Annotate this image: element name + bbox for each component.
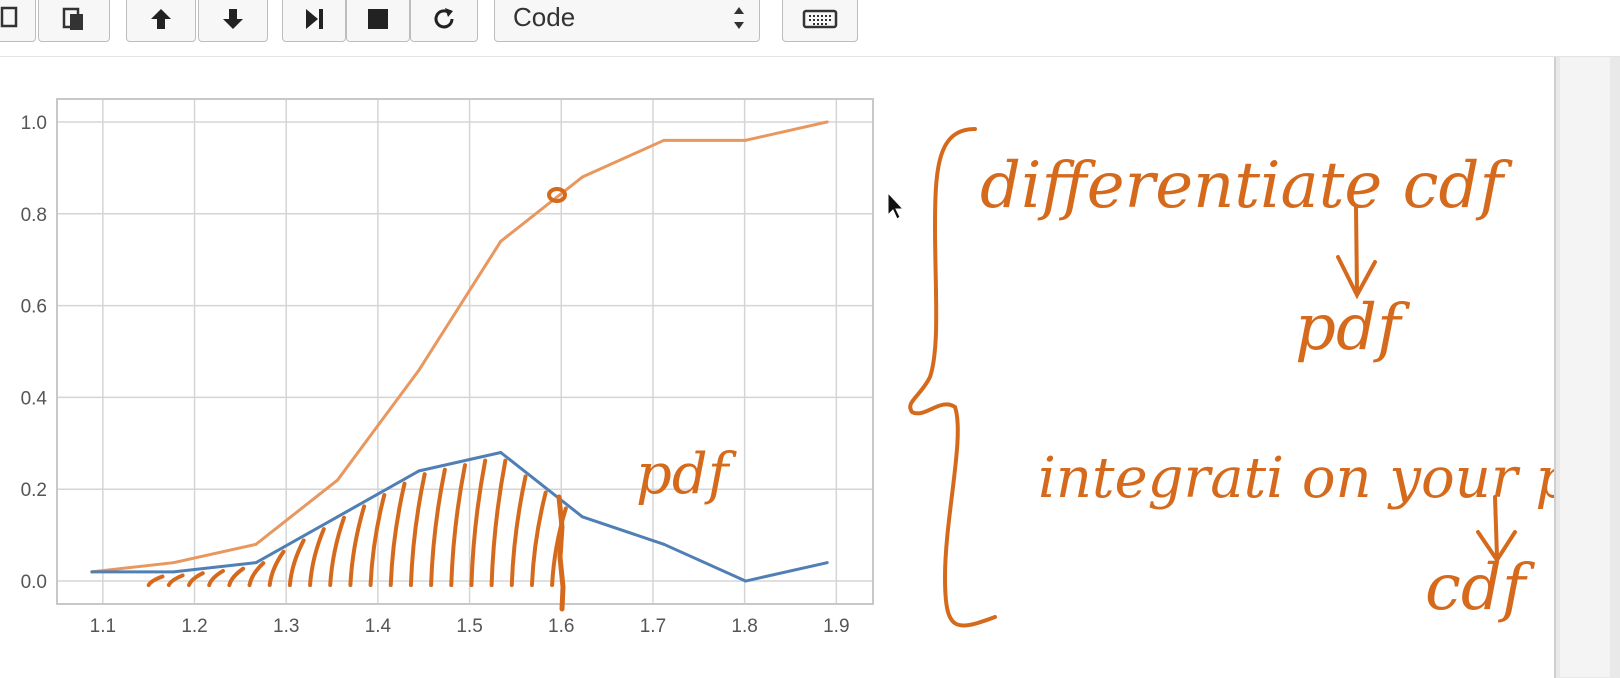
- hatch-stroke: [388, 481, 407, 588]
- y-tick-label: 0.6: [21, 297, 47, 318]
- hatch-stroke: [429, 467, 447, 588]
- annotation-line-1: differentiate cdf: [980, 149, 1513, 223]
- cdf-point: [580, 175, 584, 179]
- pdf-point: [744, 579, 748, 583]
- cdf-point: [499, 239, 503, 243]
- cdf-marker-dot: [547, 187, 567, 203]
- hatch-stroke: [166, 573, 185, 588]
- vertical-marker-line: [556, 494, 566, 612]
- interrupt-kernel-button[interactable]: [346, 0, 410, 42]
- annotation-line-2: pdf: [1295, 291, 1411, 365]
- copy-icon: [0, 6, 18, 28]
- cdf-point: [254, 542, 258, 546]
- pdf-point: [336, 515, 340, 519]
- y-tick-label: 0.2: [21, 480, 47, 501]
- move-cell-down-button[interactable]: [198, 0, 268, 42]
- hatch-stroke: [368, 493, 387, 588]
- annotation-line-3: integrati on your pdf: [1038, 446, 1554, 511]
- hatch-stroke: [328, 515, 346, 588]
- hatch-stroke: [449, 463, 467, 588]
- y-tick-label: 1.0: [21, 113, 47, 134]
- y-tick-label: 0.0: [21, 572, 47, 593]
- x-tick-label: 1.2: [181, 616, 207, 637]
- x-tick-label: 1.3: [273, 616, 299, 637]
- restart-kernel-button[interactable]: [410, 0, 478, 42]
- pdf-point: [90, 570, 94, 574]
- paste-cells-button[interactable]: [38, 0, 110, 42]
- pdf-point: [580, 515, 584, 519]
- arrow-down-icon: [223, 9, 243, 29]
- x-tick-label: 1.5: [456, 616, 482, 637]
- hatch-stroke: [146, 574, 165, 588]
- down-arrow-1: [1336, 205, 1377, 300]
- y-tick-label: 0.4: [21, 388, 48, 409]
- annotation-line-4: cdf: [1425, 551, 1536, 625]
- hatch-stroke: [247, 561, 266, 588]
- refresh-icon: [434, 8, 454, 29]
- y-tick-label: 0.8: [21, 205, 47, 226]
- hatch-stroke: [267, 549, 286, 588]
- hatch-stroke: [348, 504, 367, 588]
- chart-grid: [57, 99, 873, 604]
- hatch-stroke: [529, 490, 548, 588]
- x-tick-label: 1.1: [90, 616, 116, 637]
- cdf-point: [825, 120, 829, 124]
- move-cell-up-button[interactable]: [126, 0, 196, 42]
- pdf-point: [254, 561, 258, 565]
- pdf-point: [825, 561, 829, 565]
- cdf-point: [336, 478, 340, 482]
- scrollbar-thumb[interactable]: [1560, 57, 1610, 677]
- cdf-series-line: [91, 120, 828, 574]
- cdf-point: [662, 138, 666, 142]
- down-arrow-2: [1476, 495, 1517, 564]
- plot-frame: [56, 98, 874, 605]
- hatch-stroke: [550, 506, 568, 588]
- cdf-point: [417, 368, 421, 372]
- pdf-label: pdf: [636, 442, 738, 507]
- integral-hatching: [146, 458, 568, 588]
- cell-type-select[interactable]: Code: [494, 0, 760, 42]
- pdf-point: [499, 451, 503, 454]
- stop-icon: [368, 9, 388, 29]
- notebook-toolbar: Code: [0, 0, 1620, 57]
- arrow-up-icon: [151, 9, 171, 29]
- x-tick-label: 1.8: [731, 616, 757, 637]
- x-tick-label: 1.7: [640, 616, 666, 637]
- chart-series: [90, 120, 829, 583]
- hatch-stroke: [287, 538, 306, 588]
- cdf-pdf-chart: 1.1 1.2 1.3 1.4 1.5 1.6 1.7 1.8 1.9 0.0 0.2 0.4 0.6…: [21, 98, 1554, 637]
- keyboard-icon: [802, 9, 838, 29]
- hatch-stroke: [509, 474, 528, 588]
- x-tick-label: 1.4: [365, 616, 392, 637]
- x-tick-labels: 1.1 1.2 1.3 1.4 1.5 1.6 1.7 1.8 1.9: [90, 616, 850, 637]
- paste-icon: [62, 7, 83, 30]
- pdf-point: [662, 542, 666, 546]
- cdf-point: [171, 561, 175, 565]
- cell-type-value: Code: [513, 2, 576, 32]
- step-forward-icon: [306, 9, 323, 29]
- x-tick-label: 1.6: [548, 616, 574, 637]
- hatch-stroke: [489, 458, 508, 588]
- cdf-point: [744, 138, 748, 142]
- hatch-stroke: [408, 472, 427, 588]
- hatch-stroke: [469, 458, 488, 588]
- y-tick-labels: 0.0 0.2 0.4 0.6 0.8 1.0: [21, 113, 48, 593]
- pdf-series-line: [91, 451, 828, 583]
- hatch-stroke: [187, 571, 205, 588]
- mouse-cursor-icon: [887, 191, 905, 220]
- hatch-stroke: [227, 566, 246, 588]
- copy-cells-button[interactable]: [0, 0, 36, 42]
- x-tick-label: 1.9: [823, 616, 849, 637]
- hatch-stroke: [308, 527, 326, 588]
- left-curly-brace: [908, 127, 997, 628]
- pdf-point: [171, 570, 175, 574]
- run-cell-button[interactable]: [282, 0, 346, 42]
- select-chevron-icon: [734, 7, 744, 29]
- pdf-point: [417, 469, 421, 473]
- command-palette-button[interactable]: [782, 0, 858, 42]
- hatch-stroke: [207, 568, 225, 588]
